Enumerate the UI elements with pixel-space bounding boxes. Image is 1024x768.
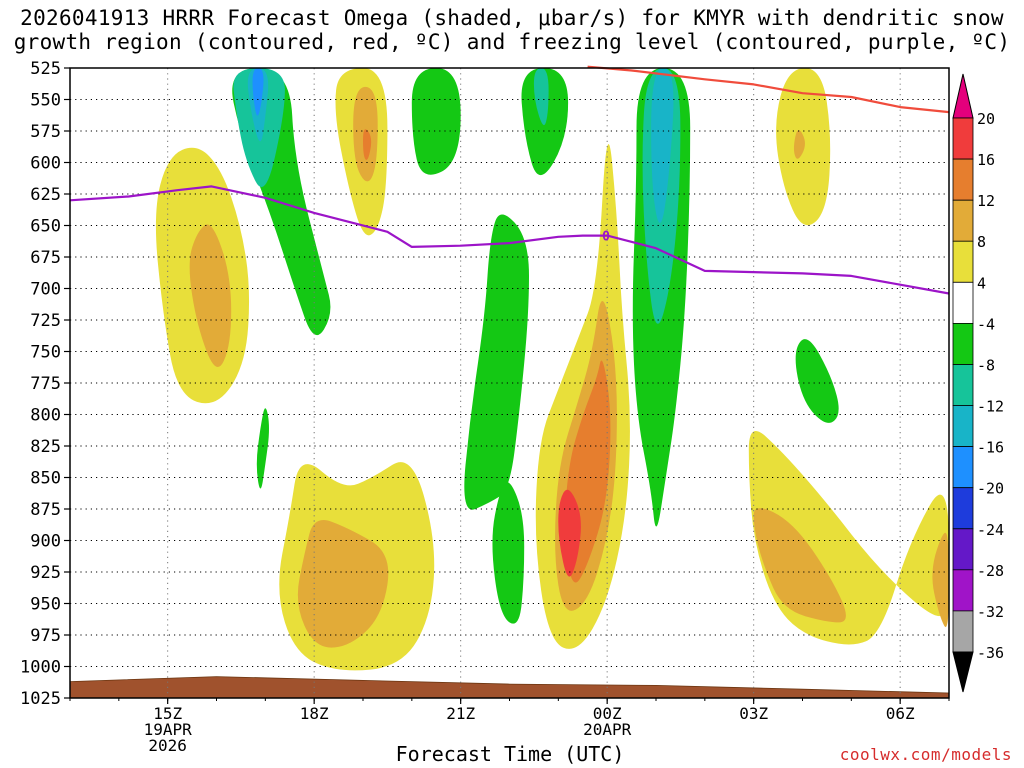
colorbar-swatch <box>952 199 974 242</box>
colorbar-swatch <box>952 528 974 571</box>
y-tick-label: 950 <box>30 595 61 615</box>
y-tick-label: 975 <box>30 626 61 646</box>
y-tick-label: 700 <box>30 280 61 300</box>
x-tick-sublabel: 20APR <box>583 720 632 739</box>
colorbar-label: -24 <box>977 521 1004 539</box>
y-tick-label: 625 <box>30 185 61 205</box>
colorbar-label: -8 <box>977 356 995 374</box>
x-tick-label: 15Z <box>153 704 182 723</box>
colorbar-bottom-arrow <box>952 651 974 693</box>
colorbar-swatch <box>952 405 974 447</box>
y-tick-label: 1025 <box>20 689 61 709</box>
y-tick-label: 875 <box>30 500 61 520</box>
grid-lines <box>70 67 949 699</box>
y-tick-label: 775 <box>30 374 61 394</box>
colorbar: 20 16 12 8 4 -4 -8 -12 -16 -20 -24 -28 -32 -36 <box>952 73 1004 693</box>
x-tick-label: 00Z <box>593 704 622 723</box>
omega-region-26 <box>932 532 949 628</box>
chart-title-line-1: 2026041913 HRRR Forecast Omega (shaded, … <box>20 6 1004 30</box>
colorbar-swatch <box>952 117 974 160</box>
omega-region-23 <box>795 339 839 423</box>
y-tick-label: 825 <box>30 437 61 457</box>
colorbar-swatch <box>952 610 974 653</box>
colorbar-swatch <box>952 446 974 489</box>
colorbar-label: 16 <box>977 151 995 169</box>
y-tick-label: 1000 <box>20 658 61 678</box>
terrain-layer <box>69 676 950 699</box>
omega-region-25 <box>753 508 846 623</box>
y-tick-label: 750 <box>30 343 61 363</box>
terrain-fill <box>69 676 950 699</box>
colorbar-label: 4 <box>977 274 986 292</box>
colorbar-label: -12 <box>977 398 1004 416</box>
y-tick-label: 650 <box>30 217 61 237</box>
colorbar-swatch <box>952 487 974 530</box>
y-tick-label: 800 <box>30 406 61 426</box>
x-tick-sublabel: 19APR <box>144 720 193 739</box>
dgz-contour-line <box>587 65 950 114</box>
omega-region-22 <box>793 130 805 159</box>
chart-title-line-2: growth region (contoured, red, ºC) and f… <box>13 30 1011 54</box>
y-tick-label: 600 <box>30 154 61 174</box>
colorbar-label: -16 <box>977 439 1004 457</box>
colorbar-label: -4 <box>977 315 995 333</box>
x-tick-label: 03Z <box>739 704 768 723</box>
y-axis: 525 550 575 600 625 650 675 700 725 750 775 800 825 8… <box>20 59 70 709</box>
colorbar-top-arrow <box>952 73 974 119</box>
y-tick-label: 550 <box>30 91 61 111</box>
colorbar-label: -28 <box>977 562 1004 580</box>
colorbar-label: 20 <box>977 110 995 128</box>
contour-lines: 0 <box>69 65 950 295</box>
x-tick-sublabel: 2026 <box>148 736 187 755</box>
colorbar-label: 8 <box>977 233 986 251</box>
x-axis-title: Forecast Time (UTC) <box>395 742 625 766</box>
credit-text: coolwx.com/models <box>839 745 1012 764</box>
omega-region-11 <box>533 68 549 126</box>
omega-region-13 <box>492 482 525 624</box>
colorbar-swatch <box>952 158 974 201</box>
colorbar-swatch <box>952 240 974 283</box>
y-tick-label: 675 <box>30 248 61 268</box>
omega-region-5 <box>252 68 264 116</box>
omega-region-28 <box>297 520 389 648</box>
omega-region-17 <box>558 489 581 577</box>
omega-region-29 <box>256 408 269 489</box>
omega-region-12 <box>464 214 529 510</box>
colorbar-label: -36 <box>977 644 1004 662</box>
freezing-level-label: 0 <box>602 230 610 245</box>
omega-region-9 <box>411 68 461 175</box>
y-tick-label: 925 <box>30 563 61 583</box>
y-tick-label: 850 <box>30 469 61 489</box>
x-tick-label: 06Z <box>886 704 915 723</box>
freezing-level-line <box>69 185 950 295</box>
y-tick-label: 575 <box>30 122 61 142</box>
colorbar-swatch <box>952 281 974 324</box>
omega-shading <box>155 68 949 671</box>
y-tick-label: 525 <box>30 59 61 79</box>
omega-region-8 <box>363 129 372 160</box>
colorbar-swatch <box>952 322 974 365</box>
omega-region-20 <box>651 68 674 223</box>
x-tick-label: 18Z <box>300 704 329 723</box>
y-tick-label: 725 <box>30 311 61 331</box>
colorbar-swatch <box>952 569 974 612</box>
y-tick-label: 900 <box>30 532 61 552</box>
colorbar-label: -32 <box>977 603 1004 621</box>
omega-region-1 <box>189 224 232 367</box>
colorbar-swatch <box>952 364 974 406</box>
colorbar-label: 12 <box>977 192 995 210</box>
x-tick-label: 21Z <box>446 704 475 723</box>
colorbar-label: -20 <box>977 480 1004 498</box>
